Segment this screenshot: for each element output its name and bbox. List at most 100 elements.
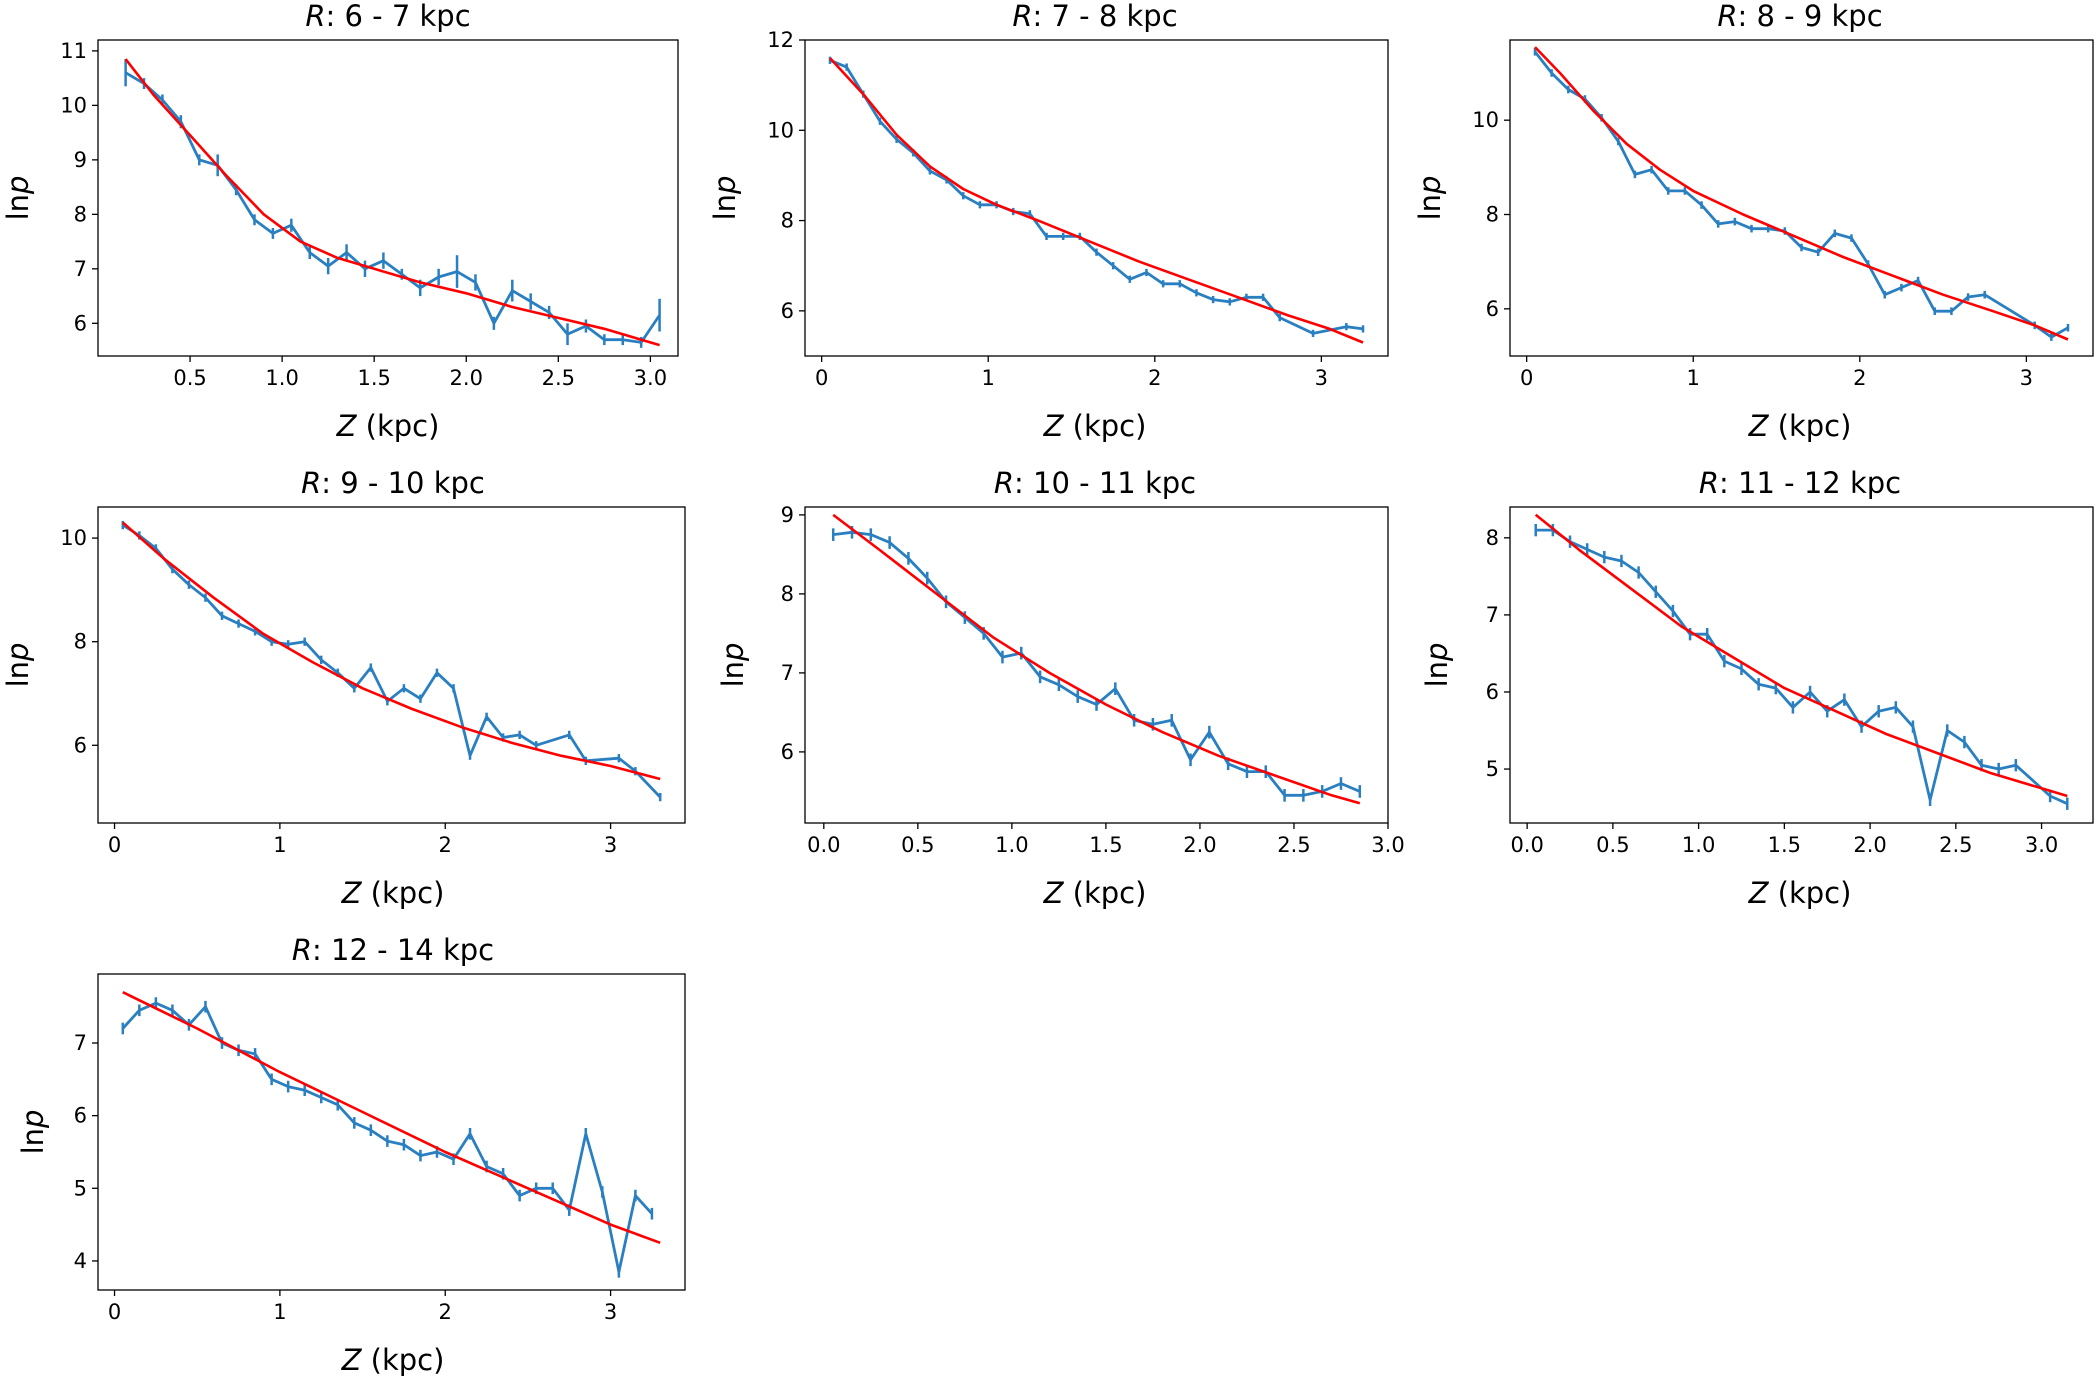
- y-axis-ticks: 6 7 8 9 10 11: [60, 39, 98, 335]
- plot-frame: [1509, 506, 2094, 824]
- data-line: [1533, 50, 2069, 339]
- x-tick-label: 2.0: [1853, 833, 1886, 857]
- x-tick-label: 3: [604, 833, 617, 857]
- x-tick-label: 2.5: [1939, 833, 1972, 857]
- x-tick-label: 3.0: [1371, 833, 1404, 857]
- x-tick-label: 1.5: [1089, 833, 1122, 857]
- y-axis-label: lnp: [1413, 176, 1447, 221]
- x-axis-ticks: 0.0 0.5 1.0 1.5 2.0 2.5 3.0: [807, 823, 1405, 857]
- panel-title: R: 6 - 7 kpc: [305, 0, 470, 33]
- y-tick-label: 5: [1486, 757, 1499, 781]
- x-tick-label: 1: [273, 833, 286, 857]
- y-tick-label: 10: [767, 118, 794, 142]
- y-axis-ticks: 6 8 10: [60, 526, 98, 757]
- x-tick-label: 0: [108, 1300, 121, 1324]
- x-tick-label: 2: [439, 1300, 452, 1324]
- plot-marks: [831, 513, 1362, 805]
- x-tick-label: 2.5: [542, 366, 575, 390]
- plot-frame: [804, 39, 1389, 357]
- y-tick-label: 8: [74, 630, 87, 654]
- y-tick-label: 8: [1486, 526, 1499, 550]
- x-tick-label: 2.0: [450, 366, 483, 390]
- y-tick-label: 6: [781, 299, 794, 323]
- panel-title: R: 10 - 11 kpc: [994, 466, 1196, 500]
- x-tick-label: 0: [815, 366, 828, 390]
- x-tick-label: 1.0: [995, 833, 1028, 857]
- fit-line: [1534, 46, 2069, 341]
- x-tick-label: 1.5: [1768, 833, 1801, 857]
- y-tick-label: 8: [781, 209, 794, 233]
- y-tick-label: 9: [781, 503, 794, 527]
- data-line: [124, 71, 661, 344]
- y-axis-label: lnp: [708, 176, 742, 221]
- plot-frame: [97, 39, 679, 357]
- y-axis-label: lnp: [16, 1110, 50, 1155]
- x-tick-label: 0.5: [1596, 833, 1629, 857]
- plot-marks: [1533, 46, 2070, 341]
- x-axis-label: Z (kpc): [1043, 876, 1147, 910]
- x-tick-label: 0: [1520, 366, 1533, 390]
- x-tick-label: 3: [2020, 366, 2033, 390]
- x-tick-label: 3.0: [2025, 833, 2058, 857]
- x-tick-label: 0.5: [901, 833, 934, 857]
- x-tick-label: 3: [1315, 366, 1328, 390]
- y-axis-label: lnp: [716, 643, 750, 688]
- panel-title: R: 11 - 12 kpc: [1699, 466, 1901, 500]
- y-tick-label: 6: [781, 740, 794, 764]
- x-tick-label: 1.0: [1682, 833, 1715, 857]
- y-tick-label: 7: [74, 257, 87, 281]
- x-tick-label: 2: [1853, 366, 1866, 390]
- x-axis-ticks: 0 1 2 3: [815, 356, 1328, 390]
- x-axis-label: Z (kpc): [341, 1343, 445, 1377]
- x-tick-label: 0.5: [173, 366, 206, 390]
- y-axis-ticks: 6 8 10 12: [767, 28, 805, 323]
- plot-frame: [97, 973, 686, 1291]
- plot-frame: [97, 506, 686, 824]
- x-tick-label: 2.0: [1183, 833, 1216, 857]
- x-tick-label: 2: [1148, 366, 1161, 390]
- y-tick-label: 8: [781, 582, 794, 606]
- x-tick-label: 1: [982, 366, 995, 390]
- x-tick-label: 0.0: [807, 833, 840, 857]
- x-axis-ticks: 0 1 2 3: [108, 823, 617, 857]
- panel-r-11-12: R: 11 - 12 kpc 0.0 0.5 1.0 1.5 2.0 2.5 3.0 5 6 7…: [1420, 466, 2094, 910]
- x-tick-label: 3: [604, 1300, 617, 1324]
- y-tick-label: 10: [1472, 108, 1499, 132]
- data-line: [122, 523, 662, 799]
- panel-r-8-9: R: 8 - 9 kpc 0 1 2 3 6 8 10 Z (kpc) lnp: [1413, 0, 2094, 443]
- x-axis-label: Z (kpc): [1043, 409, 1147, 443]
- fit-line: [829, 57, 1364, 344]
- y-tick-label: 6: [74, 311, 87, 335]
- fit-line: [121, 521, 661, 781]
- x-tick-label: 1: [1687, 366, 1700, 390]
- y-tick-label: 4: [74, 1249, 87, 1273]
- x-tick-label: 2.5: [1277, 833, 1310, 857]
- x-tick-label: 1.0: [265, 366, 298, 390]
- y-tick-label: 10: [60, 93, 87, 117]
- y-tick-label: 8: [1486, 203, 1499, 227]
- plot-frame: [1509, 39, 2094, 357]
- x-axis-label: Z (kpc): [336, 409, 440, 443]
- x-axis-label: Z (kpc): [1748, 876, 1852, 910]
- y-tick-label: 5: [74, 1176, 87, 1200]
- panel-r-12-14: R: 12 - 14 kpc 0 1 2 3 4 5 6 7 Z (kpc) lnp: [16, 933, 686, 1377]
- data-line: [1535, 528, 2068, 805]
- x-tick-label: 2: [439, 833, 452, 857]
- x-axis-ticks: 0.0 0.5 1.0 1.5 2.0 2.5 3.0: [1510, 823, 2058, 857]
- y-tick-label: 6: [1486, 297, 1499, 321]
- x-axis-ticks: 0.5 1.0 1.5 2.0 2.5 3.0: [173, 356, 667, 390]
- y-axis-label: lnp: [1, 643, 35, 688]
- plot-marks: [124, 58, 661, 348]
- x-tick-label: 0.0: [1510, 833, 1543, 857]
- panel-title: R: 9 - 10 kpc: [301, 466, 485, 500]
- x-axis-ticks: 0 1 2 3: [1520, 356, 2033, 390]
- y-tick-label: 6: [74, 733, 87, 757]
- plot-marks: [121, 991, 661, 1278]
- plot-frame: [804, 506, 1389, 824]
- data-line: [829, 59, 1364, 335]
- y-axis-label: lnp: [1, 176, 35, 221]
- y-tick-label: 11: [60, 39, 87, 63]
- fit-line: [124, 58, 660, 347]
- y-tick-label: 12: [767, 28, 794, 52]
